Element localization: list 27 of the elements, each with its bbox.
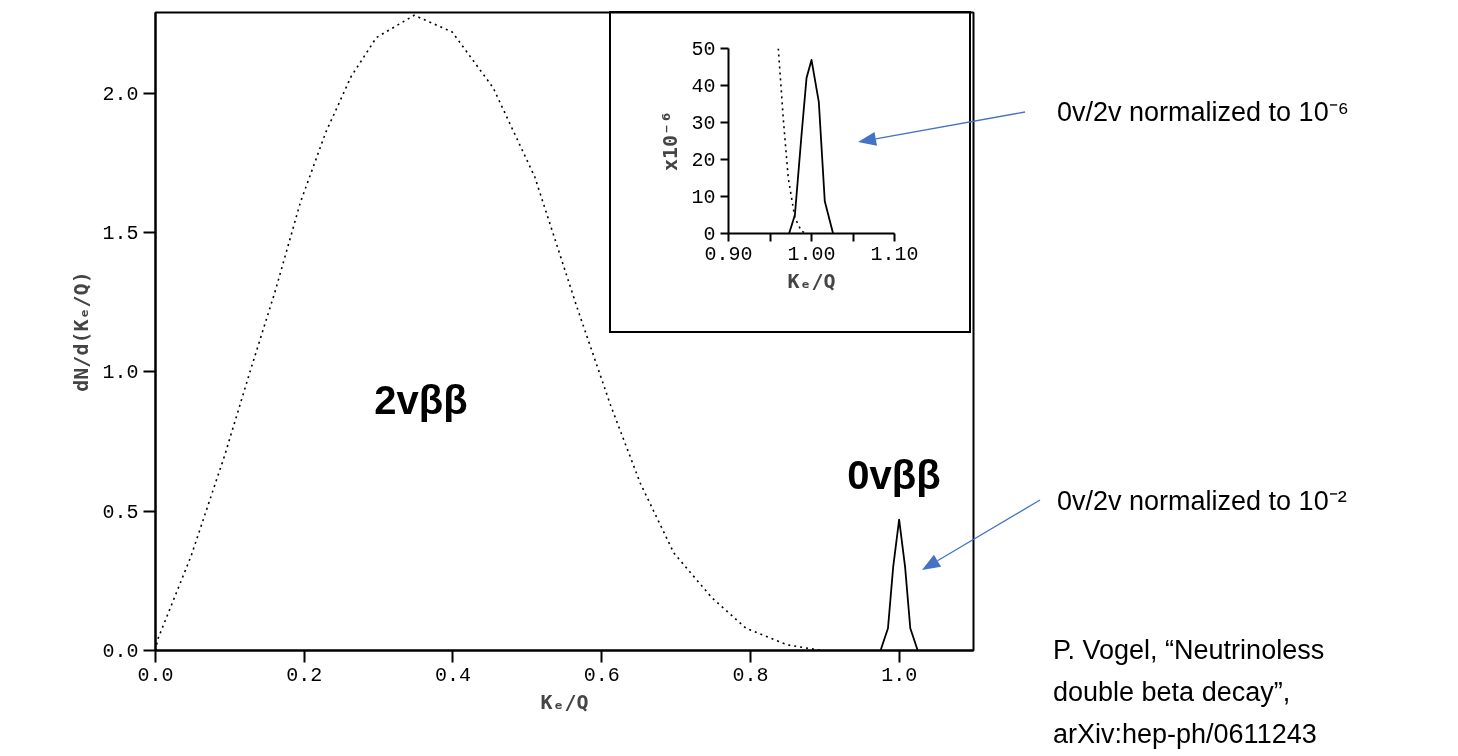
text: 0v/2v normalized to 10⁻⁶ bbox=[1057, 96, 1349, 129]
y-tick-label: 0.0 bbox=[102, 640, 139, 663]
x-tick-label: 0.6 bbox=[583, 663, 620, 687]
x-tick-label: 0.8 bbox=[732, 663, 769, 687]
y-axis-title: x10⁻⁶ bbox=[658, 110, 683, 172]
y-tick-label: 40 bbox=[691, 75, 716, 98]
y-tick-label: 2.0 bbox=[102, 82, 139, 106]
x-tick-label: 0.2 bbox=[286, 663, 323, 687]
x-tick-label: 1.0 bbox=[881, 663, 918, 687]
annotation: 2vββ bbox=[374, 377, 468, 422]
text: 0v/2v normalized to 10⁻² bbox=[1057, 485, 1347, 518]
x-axis-title: Kₑ/Q bbox=[787, 268, 836, 293]
y-tick-label: 0.5 bbox=[102, 500, 139, 524]
x-tick-label: 1.10 bbox=[870, 242, 919, 266]
x-tick-label: 0.4 bbox=[434, 663, 471, 687]
y-tick-label: 30 bbox=[691, 112, 716, 135]
x-tick-label: 1.00 bbox=[787, 242, 836, 266]
annotation: 0vββ bbox=[847, 452, 941, 497]
y-tick-label: 10 bbox=[691, 186, 716, 209]
text: P. Vogel, “Neutrinoless double beta decay”, arXiv:hep-ph/0611243 bbox=[1053, 634, 1325, 751]
x-axis-title: Kₑ/Q bbox=[540, 689, 589, 714]
y-tick-label: 50 bbox=[691, 38, 716, 61]
x-tick-label: 0.0 bbox=[137, 663, 174, 687]
y-tick-label: 20 bbox=[691, 149, 716, 172]
y-axis-title: dN/d(Kₑ/Q) bbox=[69, 271, 94, 392]
y-tick-label: 1.5 bbox=[102, 222, 139, 246]
y-tick-label: 1.0 bbox=[102, 361, 139, 385]
